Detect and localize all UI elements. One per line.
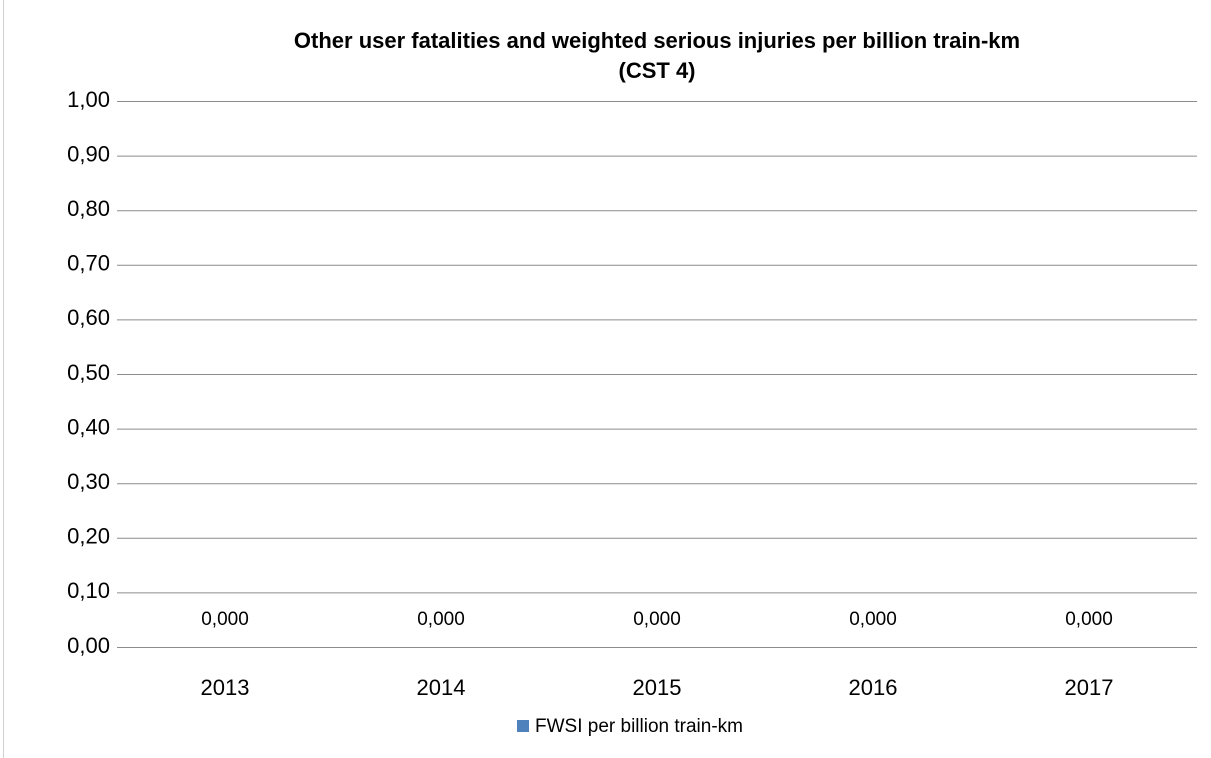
value-label: 0,000: [849, 609, 897, 630]
value-label: 0,000: [1065, 609, 1113, 630]
y-tick-label: 0,80: [67, 196, 110, 221]
chart-title: Other user fatalities and weighted serio…: [294, 28, 1020, 53]
x-tick-label: 2016: [849, 675, 898, 700]
chart-frame: [3, 0, 4, 758]
y-tick-label: 0,90: [67, 141, 110, 166]
value-label: 0,000: [201, 609, 249, 630]
y-tick-label: 0,60: [67, 305, 110, 330]
y-tick-label: 0,10: [67, 578, 110, 603]
y-tick-label: 1,00: [67, 87, 110, 112]
y-tick-label: 0,00: [67, 633, 110, 658]
y-tick-label: 0,50: [67, 360, 110, 385]
value-label: 0,000: [417, 609, 465, 630]
chart-subtitle: (CST 4): [619, 58, 696, 83]
value-label: 0,000: [633, 609, 681, 630]
x-tick-label: 2014: [417, 675, 466, 700]
x-tick-label: 2015: [633, 675, 682, 700]
x-tick-label: 2013: [201, 675, 250, 700]
legend-label: FWSI per billion train-km: [535, 716, 743, 737]
x-tick-label: 2017: [1065, 675, 1114, 700]
y-tick-label: 0,20: [67, 524, 110, 549]
y-tick-label: 0,70: [67, 251, 110, 276]
legend-swatch: [517, 720, 529, 732]
y-tick-label: 0,40: [67, 414, 110, 439]
y-tick-label: 0,30: [67, 469, 110, 494]
